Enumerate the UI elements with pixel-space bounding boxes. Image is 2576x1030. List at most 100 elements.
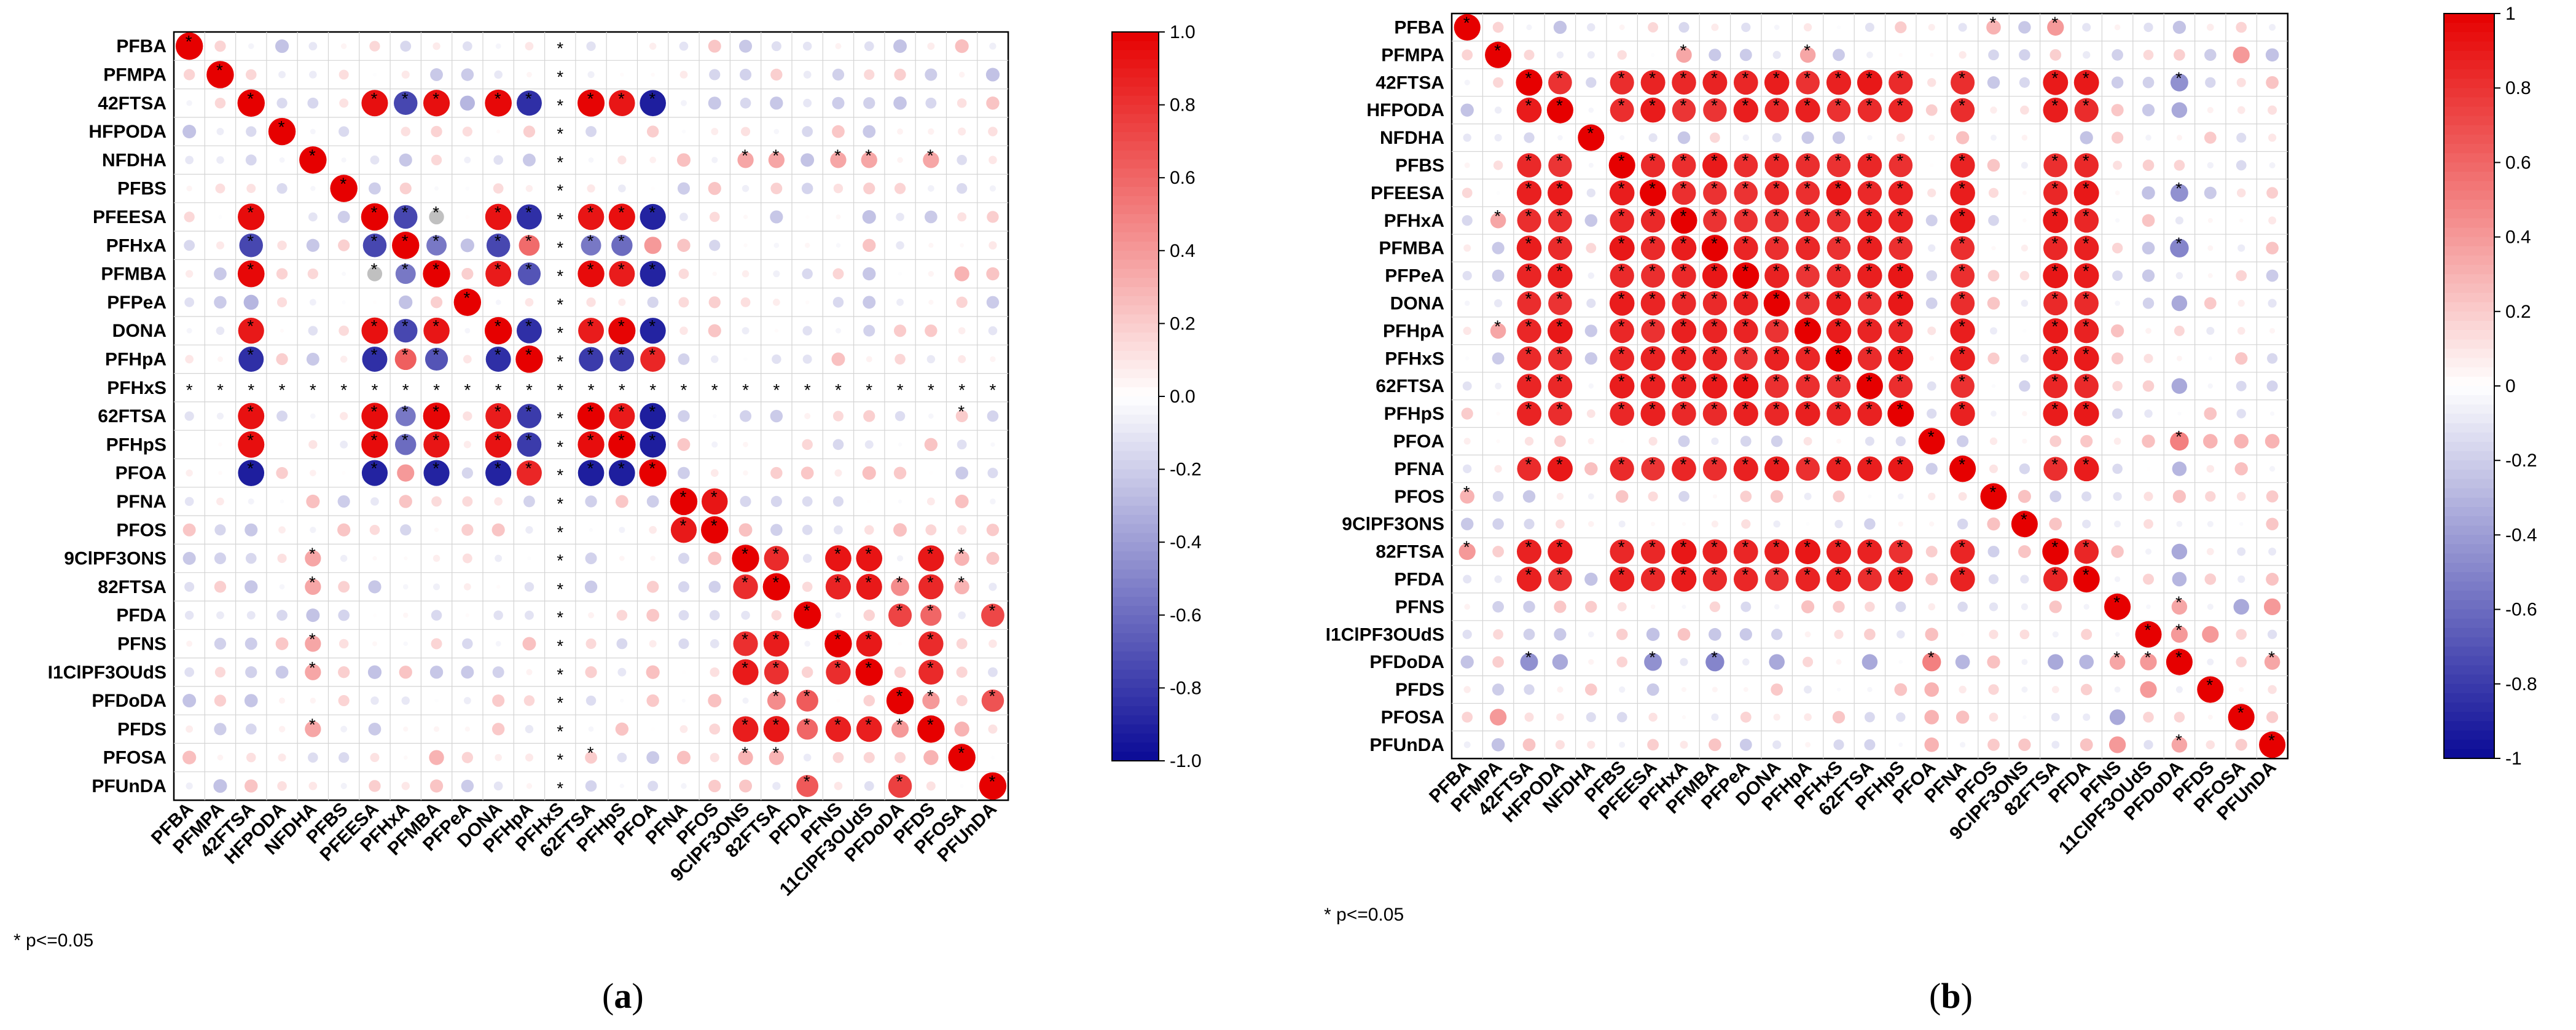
- significance-star: *: [309, 573, 316, 592]
- correlation-cell: [2239, 687, 2244, 693]
- significance-star: *: [742, 715, 748, 734]
- colorbar-segment: [1112, 305, 1159, 315]
- correlation-cell: [216, 241, 225, 250]
- correlation-cell: [2207, 107, 2214, 114]
- correlation-cell: [216, 611, 224, 619]
- panel-label-letter: a: [614, 976, 632, 1016]
- correlation-cell: [677, 238, 691, 252]
- correlation-cell: [955, 494, 969, 508]
- row-label: I1ClPF3OUdS: [1326, 624, 1444, 645]
- cell-na-star: *: [557, 551, 563, 570]
- correlation-cell: [2266, 517, 2279, 530]
- correlation-cell: [617, 752, 627, 763]
- colorbar-segment: [1112, 187, 1159, 197]
- correlation-cell: [1555, 740, 1565, 750]
- significance-star: *: [1897, 455, 1903, 474]
- correlation-cell: [1587, 51, 1595, 59]
- significance-star: *: [1773, 179, 1780, 198]
- significance-star: *: [402, 203, 409, 222]
- significance-star: *: [247, 231, 254, 250]
- correlation-cell: [577, 431, 605, 458]
- correlation-cell: [1950, 180, 1975, 206]
- correlation-cell: [986, 296, 1000, 309]
- significance-star: *: [587, 316, 594, 336]
- correlation-cell: [310, 698, 316, 704]
- correlation-cell: [2236, 492, 2246, 501]
- correlation-cell: [2236, 409, 2246, 419]
- correlation-cell: [1462, 49, 1473, 61]
- significance-star: *: [896, 772, 903, 791]
- significance-star: *: [1897, 96, 1903, 115]
- correlation-cell: [338, 666, 350, 678]
- correlation-cell: [770, 409, 783, 423]
- correlation-cell: [238, 403, 265, 430]
- correlation-cell: [1588, 162, 1594, 168]
- correlation-cell: [863, 267, 876, 281]
- correlation-cell: [1987, 655, 2000, 669]
- correlation-cell: [245, 154, 257, 166]
- correlation-cell: [1834, 519, 1843, 529]
- colorbar-segment: [2444, 627, 2494, 638]
- correlation-cell: [1548, 208, 1572, 233]
- significance-star: *: [2175, 620, 2182, 639]
- significance-star: *: [1711, 96, 1718, 115]
- correlation-cell: [2114, 576, 2121, 583]
- correlation-cell: [1586, 77, 1597, 88]
- correlation-cell: [2142, 159, 2155, 171]
- significance-star: *: [1711, 289, 1718, 308]
- colorbar-segment: [1112, 597, 1159, 607]
- colorbar-segment: [1112, 369, 1159, 379]
- significance-star: *: [1618, 399, 1625, 419]
- colorbar-segment: [1112, 450, 1159, 461]
- correlation-cell: [2207, 23, 2214, 31]
- correlation-cell: [1742, 658, 1750, 666]
- colorbar-segment: [2444, 460, 2494, 471]
- significance-star: *: [1773, 399, 1780, 419]
- correlation-cell: [2074, 235, 2099, 261]
- significance-star: *: [433, 345, 439, 364]
- correlation-cell: [1680, 741, 1688, 749]
- significance-star: *: [1494, 41, 1501, 60]
- correlation-cell: [928, 243, 934, 248]
- cell-na-star: *: [649, 380, 656, 399]
- correlation-cell: [1924, 682, 1939, 697]
- correlation-cell: [1552, 654, 1568, 670]
- significance-star: *: [2175, 234, 2182, 253]
- correlation-cell: [774, 328, 779, 333]
- colorbar-segment: [2444, 69, 2494, 79]
- correlation-cell: [767, 691, 786, 710]
- correlation-cell: [395, 406, 416, 427]
- significance-star: *: [927, 146, 934, 165]
- correlation-cell: [1524, 712, 1534, 722]
- correlation-cell: [986, 524, 1000, 537]
- significance-star: *: [1649, 206, 1656, 226]
- row-label: PFHpA: [1383, 321, 1444, 341]
- significance-star: *: [1773, 316, 1780, 336]
- correlation-cell: [1774, 25, 1780, 30]
- significance-star: *: [742, 744, 748, 763]
- correlation-cell: [578, 318, 605, 344]
- correlation-cell: [803, 71, 812, 79]
- correlation-cell: [2237, 299, 2245, 307]
- correlation-cell: [1764, 69, 1790, 95]
- colorbar-segment: [2444, 749, 2494, 759]
- row-label: HFPODA: [1366, 100, 1444, 120]
- correlation-cell: [1856, 372, 1883, 399]
- correlation-cell: [1799, 47, 1816, 63]
- correlation-cell: [1702, 401, 1728, 426]
- correlation-cell: [708, 182, 721, 195]
- significance-star: *: [834, 146, 841, 165]
- correlation-cell: [1587, 272, 1595, 279]
- correlation-cell: [2204, 132, 2217, 144]
- correlation-cell: [864, 781, 874, 791]
- correlation-cell: [2112, 463, 2123, 474]
- correlation-cell: [2111, 545, 2124, 558]
- correlation-cell: [2197, 676, 2224, 703]
- significance-star: *: [402, 316, 409, 336]
- colorbar-segment: [2444, 702, 2494, 713]
- significance-star: *: [649, 260, 656, 279]
- correlation-cell: [277, 240, 287, 250]
- correlation-cell: [1795, 346, 1820, 371]
- correlation-cell: [369, 182, 381, 195]
- correlation-cell: [2172, 462, 2187, 476]
